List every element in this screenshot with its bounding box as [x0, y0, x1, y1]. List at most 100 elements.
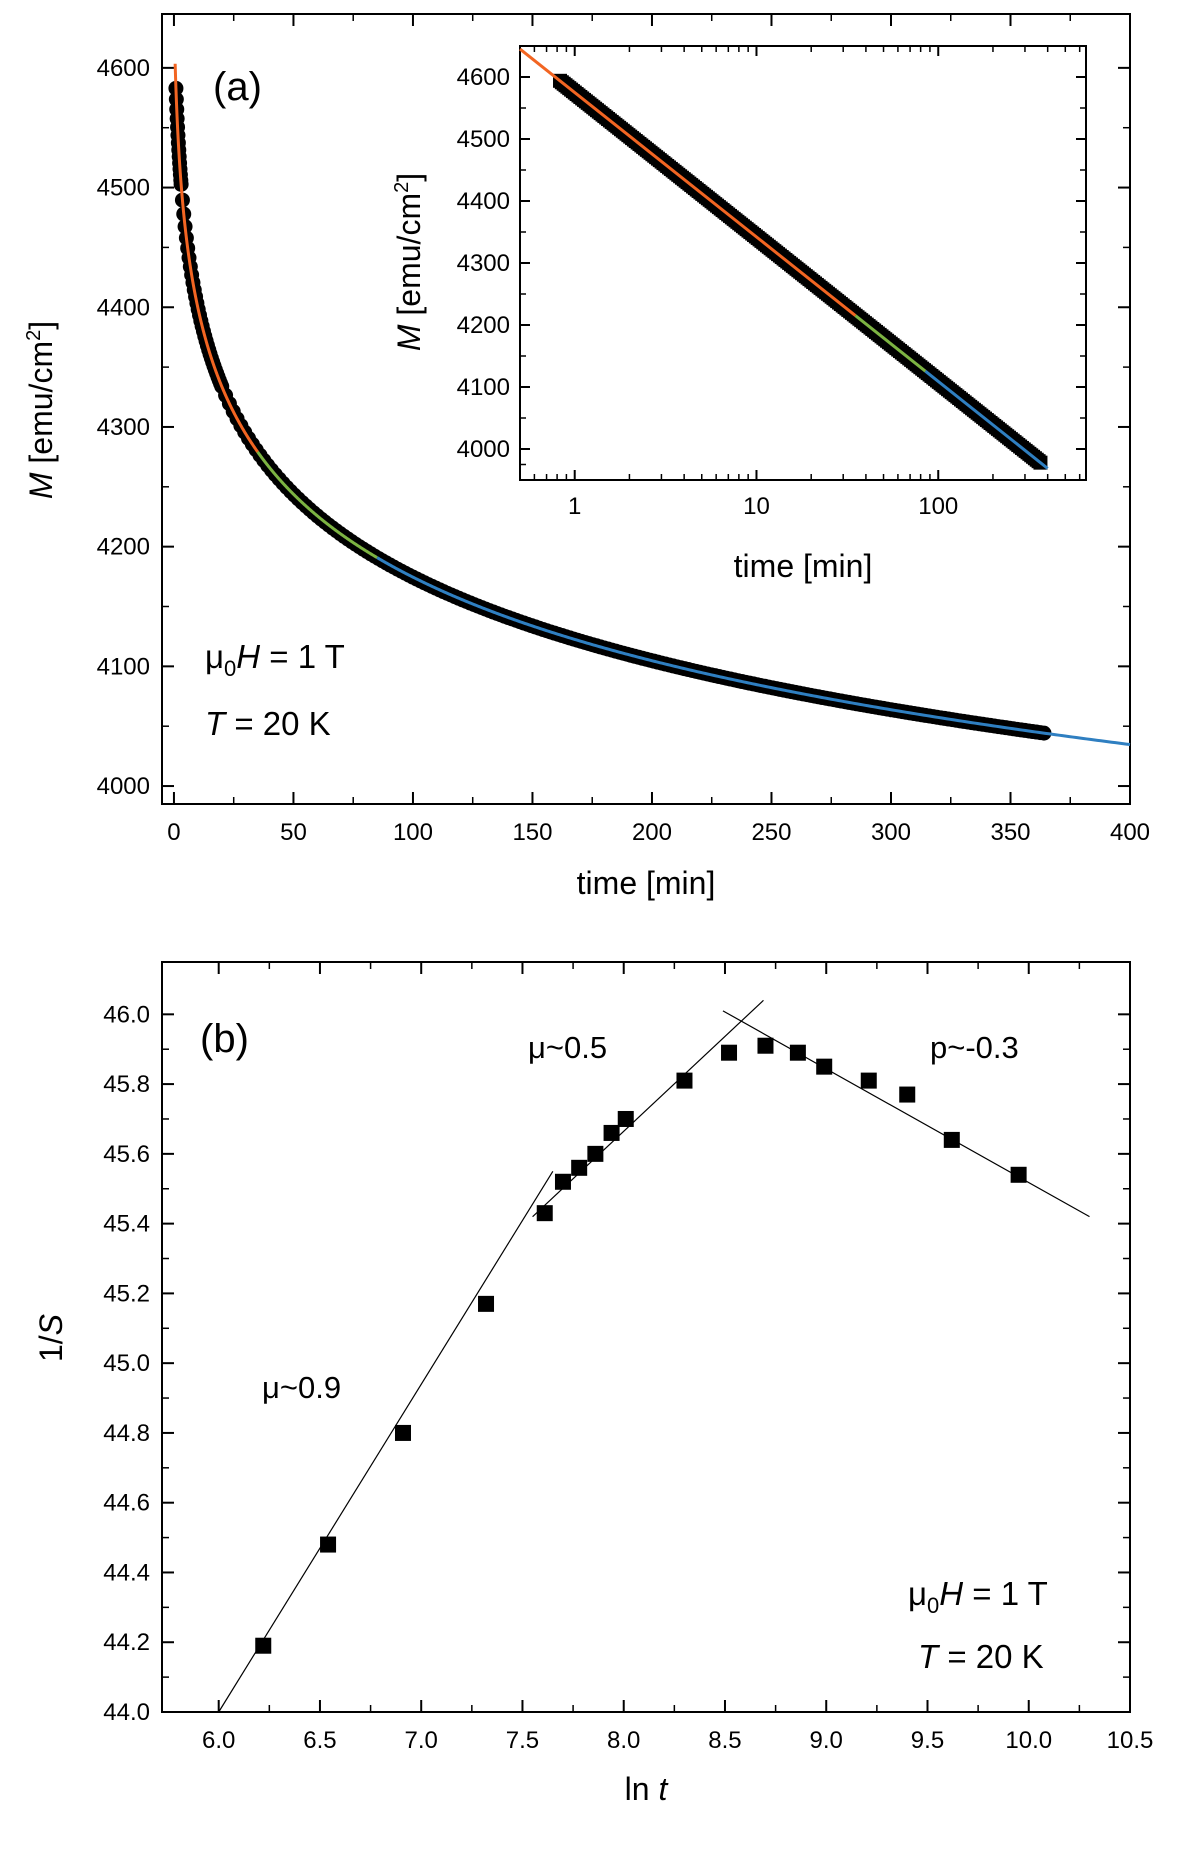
data-point	[587, 1145, 604, 1162]
y-tick-label: 4300	[97, 414, 150, 441]
y-tick-label: 46.0	[103, 1001, 150, 1028]
inset-y-axis-sup: 2	[391, 182, 413, 193]
inset-y-ticks: 4000 4100 4200 4300 4400 4500 4600	[457, 64, 1086, 466]
inset-fit-line	[924, 370, 1049, 470]
panel-a-field-annotation: μ0H = 1 T	[205, 638, 345, 681]
y-tick-label: 44.2	[103, 1629, 150, 1656]
inset-y-tick-label: 4300	[457, 250, 510, 277]
x-tick-label: 10.5	[1107, 1727, 1154, 1754]
inset-y-tick-label: 4100	[457, 374, 510, 401]
inset-y-axis-rest: [emu/cm	[391, 193, 427, 325]
panel-b: 6.0 6.5 7.0 7.5 8.0 8.5 9.0 9.5 10.0 10.5 44.044.…	[33, 961, 1153, 1807]
panel-b-y-axis-plain: 1/	[33, 1335, 69, 1362]
panel-a-x-axis-title: time [min]	[577, 865, 716, 901]
data-point	[757, 1037, 774, 1054]
data-point	[554, 1173, 571, 1190]
y-tick-label: 44.8	[103, 1420, 150, 1447]
inset-x-axis-title: time [min]	[734, 548, 873, 584]
panel-b-temp-T: T	[918, 1638, 941, 1675]
y-tick-label: 44.0	[103, 1699, 150, 1726]
x-tick-label: 350	[990, 819, 1030, 846]
x-tick-label: 7.0	[405, 1727, 438, 1754]
data-point	[899, 1086, 916, 1103]
data-point	[320, 1536, 337, 1553]
panel-b-field-annotation: μ0H = 1 T	[908, 1575, 1048, 1618]
panel-a-y-axis-italic: M	[23, 472, 59, 499]
x-tick-label: 6.5	[303, 1727, 336, 1754]
inset-fit-line	[519, 47, 857, 317]
panel-b-data-points	[255, 1037, 1027, 1654]
fit-line	[722, 1010, 1090, 1218]
data-point	[816, 1058, 833, 1075]
panel-a-inset: 1 10 100 4000 4100 4200 4300 4400 4500 4600 time…	[391, 45, 1087, 584]
data-point	[943, 1131, 960, 1148]
panel-b-y-ticks: 44.0 44.2 44.4 44.6 44.8 45.0 45.2 45.4 45.6 45.8…	[103, 1001, 1130, 1726]
x-tick-label: 300	[871, 819, 911, 846]
x-tick-label: 250	[751, 819, 791, 846]
x-tick-label: 9.0	[810, 1727, 843, 1754]
y-tick-label: 45.0	[103, 1350, 150, 1377]
data-point	[255, 1637, 272, 1654]
inset-fit-line	[854, 314, 927, 373]
panel-a-y-axis-title: M [emu/cm2]	[23, 321, 59, 499]
panel-a-label: (a)	[213, 65, 262, 109]
panel-a-field-mu: μ	[205, 638, 224, 675]
panel-b-field-H: H	[939, 1575, 963, 1612]
data-point	[860, 1072, 877, 1089]
data-point	[478, 1295, 495, 1312]
panel-b-field-rest: = 1 T	[963, 1575, 1048, 1612]
x-tick-label: 9.5	[911, 1727, 944, 1754]
panel-a-temp-rest: = 20 K	[225, 705, 331, 742]
inset-fit-curves	[519, 47, 1049, 470]
y-tick-label: 4000	[97, 773, 150, 800]
annotation-mu-0-5: μ~0.5	[528, 1030, 607, 1065]
y-tick-label: 4100	[97, 653, 150, 680]
data-point	[394, 1424, 411, 1441]
panel-a-field-H: H	[236, 638, 260, 675]
y-tick-label: 4500	[97, 175, 150, 202]
fit-curve	[173, 63, 259, 453]
y-tick-label: 45.6	[103, 1141, 150, 1168]
y-tick-label: 4600	[97, 55, 150, 82]
panel-a-y-ticks: 4000 4100 4200 4300 4400 4500 4600	[97, 55, 1130, 800]
y-tick-label: 4400	[97, 294, 150, 321]
panel-b-y-axis-italic: S	[33, 1314, 69, 1335]
panel-a-plot-frame	[161, 13, 1131, 805]
inset-y-tick-label: 4400	[457, 188, 510, 215]
x-tick-label: 8.0	[607, 1727, 640, 1754]
panel-b-temp-annotation: T = 20 K	[918, 1638, 1044, 1675]
data-point	[721, 1044, 738, 1061]
panel-a-temp-annotation: T = 20 K	[205, 705, 331, 742]
annotation-mu-0-9: μ~0.9	[262, 1370, 341, 1405]
panel-a-y-axis-sup: 2	[23, 330, 45, 341]
x-tick-label: 50	[280, 819, 307, 846]
panel-b-fit-lines	[218, 999, 1090, 1713]
inset-y-tick-label: 4000	[457, 436, 510, 463]
panel-a: 0 50 100 150 200 250 300 350 400 400041004200430…	[23, 13, 1150, 901]
data-point	[603, 1124, 620, 1141]
panel-b-x-axis-plain: ln	[625, 1771, 659, 1807]
y-tick-label: 44.4	[103, 1559, 150, 1586]
data-point	[676, 1072, 693, 1089]
panel-b-plot-frame	[161, 961, 1131, 1713]
panel-b-x-axis-italic: t	[658, 1771, 668, 1807]
panel-b-label: (b)	[200, 1017, 249, 1061]
x-tick-label: 100	[393, 819, 433, 846]
panel-b-y-axis-title: 1/S	[33, 1314, 69, 1362]
y-tick-label: 45.8	[103, 1071, 150, 1098]
panel-b-x-ticks: 6.0 6.5 7.0 7.5 8.0 8.5 9.0 9.5 10.0 10.5	[202, 962, 1153, 1754]
x-tick-label: 150	[512, 819, 552, 846]
panel-a-field-rest: = 1 T	[260, 638, 345, 675]
inset-y-axis-close: ]	[391, 173, 427, 182]
inset-x-tick-label: 10	[743, 493, 770, 520]
inset-y-tick-label: 4500	[457, 126, 510, 153]
data-point	[789, 1044, 806, 1061]
panel-a-field-sub: 0	[224, 656, 236, 681]
panel-a-fit-curves	[173, 63, 1131, 747]
panel-a-x-ticks: 0 50 100 150 200 250 300 350 400	[167, 14, 1150, 846]
y-tick-label: 45.2	[103, 1280, 150, 1307]
panel-a-temp-T: T	[205, 705, 228, 742]
inset-x-ticks: 1 10 100	[519, 46, 1081, 520]
x-tick-label: 0	[167, 819, 180, 846]
